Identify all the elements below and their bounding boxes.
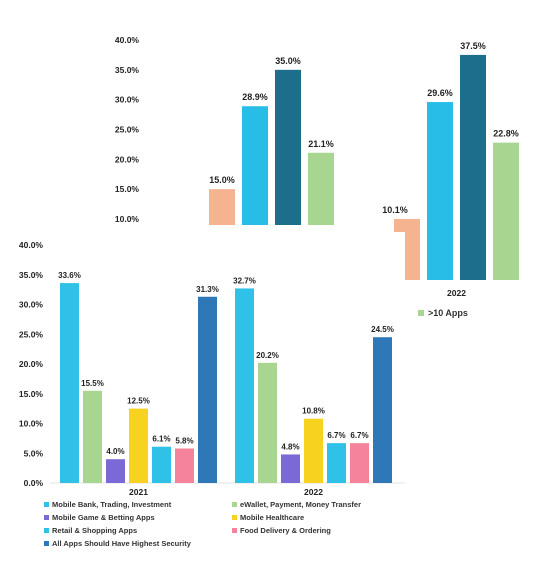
- lower-chart-legend-label: Mobile Game & Betting Apps: [52, 513, 155, 522]
- lower-chart-y-tick: 5.0%: [24, 448, 44, 458]
- lower-chart-data-label: 20.2%: [256, 351, 279, 360]
- lower-chart-bar-2021-4: [152, 446, 171, 483]
- lower-chart-data-label: 4.0%: [106, 447, 124, 456]
- top-chart-data-label: 28.9%: [242, 92, 268, 102]
- lower-chart-data-label: 15.5%: [81, 379, 104, 388]
- lower-chart-legend-label: Food Delivery & Ordering: [240, 526, 331, 535]
- top-chart-bar-2022-1: [427, 102, 453, 280]
- lower-chart-bar-2022-2: [281, 454, 300, 483]
- lower-chart-data-label: 31.3%: [196, 285, 219, 294]
- lower-chart-y-tick: 25.0%: [19, 329, 44, 339]
- lower-chart-y-tick: 10.0%: [19, 419, 44, 429]
- lower-chart-y-tick: 35.0%: [19, 270, 44, 280]
- lower-chart-legend-label: Mobile Bank, Trading, Investment: [52, 500, 172, 509]
- top-chart-y-tick: 25.0%: [115, 125, 140, 135]
- lower-chart-data-label: 6.7%: [327, 431, 345, 440]
- top-chart-data-label: 37.5%: [460, 41, 486, 51]
- top-chart-bar-group1-0: [209, 189, 235, 225]
- top-chart-bar-group1-1: [242, 106, 268, 225]
- lower-chart-data-label: 12.5%: [127, 397, 150, 406]
- lower-chart-bar-2022-5: [350, 443, 369, 483]
- top-chart-bar-2022-2: [460, 54, 486, 280]
- lower-chart-y-tick: 30.0%: [19, 300, 44, 310]
- lower-chart-legend-swatch: [44, 528, 49, 533]
- top-chart-data-label: 35.0%: [275, 56, 301, 66]
- lower-chart-legend-swatch: [44, 541, 49, 546]
- lower-chart-bar-2022-0: [235, 288, 254, 483]
- lower-chart-legend-swatch: [44, 502, 49, 507]
- lower-chart-legend-swatch: [232, 515, 237, 520]
- lower-chart-legend-label: eWallet, Payment, Money Transfer: [240, 500, 361, 509]
- lower-chart-data-label: 5.8%: [175, 436, 193, 445]
- lower-chart-y-tick: 40.0%: [19, 240, 44, 250]
- lower-chart-data-label: 4.8%: [281, 442, 299, 451]
- lower-chart-bar-2021-3: [129, 408, 148, 483]
- lower-chart-bar-2021-1: [83, 390, 102, 483]
- lower-chart-bar-2021-0: [60, 283, 79, 483]
- lower-chart-bar-2021-5: [175, 448, 194, 483]
- lower-chart-bar-2022-1: [258, 362, 277, 483]
- lower-chart-legend-swatch: [232, 528, 237, 533]
- top-chart-y-tick: 10.0%: [115, 214, 140, 224]
- top-chart-bar-group1-2: [275, 69, 301, 225]
- lower-chart-data-label: 6.1%: [152, 435, 170, 444]
- top-chart-legend-swatch: [418, 310, 424, 316]
- top-chart-y-tick: 30.0%: [115, 95, 140, 105]
- lower-chart-data-label: 24.5%: [371, 325, 394, 334]
- top-chart-legend-label: >10 Apps: [428, 308, 468, 318]
- lower-chart-data-label: 10.8%: [302, 407, 325, 416]
- lower-chart-y-tick: 15.0%: [19, 389, 44, 399]
- lower-chart-category-label: 2021: [129, 487, 148, 497]
- top-chart-data-label: 29.6%: [427, 88, 453, 98]
- lower-chart-category-label: 2022: [304, 487, 323, 497]
- lower-chart-y-tick: 20.0%: [19, 359, 44, 369]
- lower-chart-bar-2022-6: [373, 337, 392, 483]
- top-chart-data-label: 10.1%: [382, 205, 408, 215]
- lower-chart-bar-2021-6: [198, 296, 217, 483]
- top-chart-bar-2022-3: [493, 142, 519, 280]
- lower-chart-bar-2022-4: [327, 443, 346, 483]
- top-chart-data-label: 15.0%: [209, 175, 235, 185]
- top-chart-y-tick: 15.0%: [115, 184, 140, 194]
- lower-chart-y-tick: 0.0%: [24, 478, 44, 488]
- lower-chart-legend-swatch: [44, 515, 49, 520]
- top-chart-data-label: 21.1%: [308, 139, 334, 149]
- lower-chart-legend-label: Retail & Shopping Apps: [52, 526, 137, 535]
- top-chart-y-tick: 20.0%: [115, 154, 140, 164]
- lower-chart-legend-label: Mobile Healthcare: [240, 513, 304, 522]
- lower-chart-bar-2022-3: [304, 418, 323, 483]
- top-chart-bar-group1-3: [308, 152, 334, 225]
- lower-chart-legend-swatch: [232, 502, 237, 507]
- top-chart-category-label: 2022: [447, 288, 466, 298]
- lower-chart-data-label: 6.7%: [350, 431, 368, 440]
- lower-chart-data-label: 33.6%: [58, 271, 81, 280]
- top-chart-y-tick: 35.0%: [115, 65, 140, 75]
- top-chart-y-tick: 40.0%: [115, 35, 140, 45]
- top-chart-data-label: 22.8%: [493, 129, 519, 139]
- lower-chart-legend-label: All Apps Should Have Highest Security: [52, 539, 192, 548]
- lower-chart-bar-2021-2: [106, 459, 125, 483]
- lower-chart-data-label: 32.7%: [233, 276, 256, 285]
